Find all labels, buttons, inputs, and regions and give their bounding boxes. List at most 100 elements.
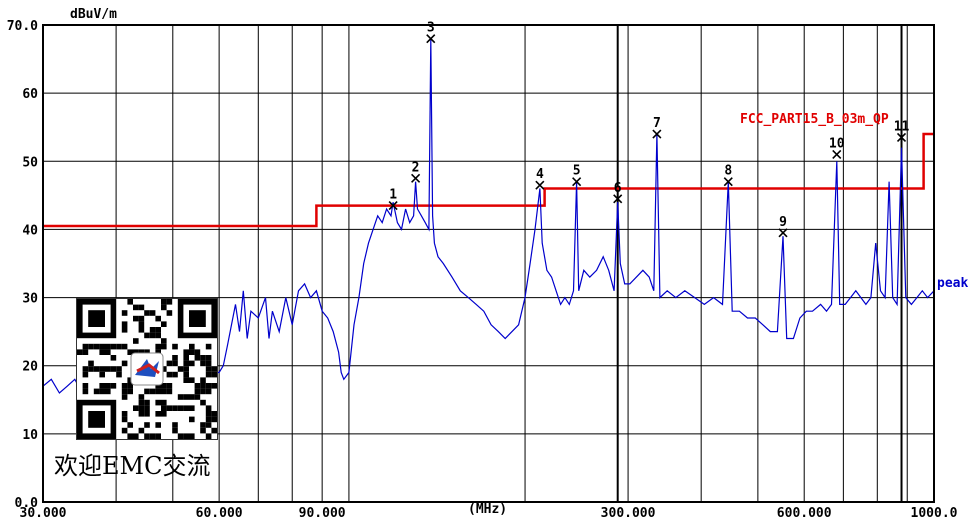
qr-module [99, 366, 105, 372]
qr-module [183, 349, 189, 355]
qr-module [161, 411, 167, 417]
x-tick-label: 1000.0 [911, 506, 958, 521]
qr-module [133, 433, 139, 439]
qr-module [205, 388, 212, 395]
qr-module [177, 405, 184, 411]
qr-module [155, 411, 161, 417]
watermark-caption: 欢迎EMC交流 [54, 452, 211, 480]
markers: 12 3 4 5 6 7 8 9 10 11 [388, 21, 910, 238]
plot-frame [42, 24, 935, 503]
marker-cross [723, 177, 733, 187]
marker-cross [832, 149, 842, 160]
qr-module [194, 349, 201, 355]
qr-module [172, 427, 178, 434]
y-tick-label: 10 [22, 428, 38, 443]
qr-module [110, 343, 117, 350]
x-tick-label: 600.000 [777, 506, 832, 521]
qr-module [144, 411, 150, 417]
qr-module [99, 343, 105, 350]
qr-module [144, 388, 150, 395]
qr-module [127, 383, 133, 389]
y-tick-label: 50 [22, 155, 38, 170]
marker-2: 2 [411, 160, 421, 183]
qr-module [144, 349, 150, 355]
qr-module [133, 349, 139, 355]
marker-label: 5 [573, 164, 581, 179]
qr-module [166, 360, 173, 367]
qr-module [121, 427, 128, 434]
qr-module [138, 321, 145, 327]
x-unit-label: (MHz) [468, 502, 507, 517]
qr-module [116, 371, 122, 378]
qr-module [200, 377, 206, 383]
qr-module [172, 371, 178, 378]
qr-module [121, 411, 128, 417]
qr-module [155, 388, 161, 395]
y-tick-label: 40 [22, 223, 38, 238]
qr-module [189, 360, 195, 367]
qr-module [189, 377, 195, 383]
qr-module [138, 394, 145, 400]
y-tick-label: 70.0 [7, 19, 38, 34]
qr-module [88, 366, 94, 372]
qr-module [99, 388, 105, 395]
marker-1: 1 [388, 188, 398, 211]
qr-module [116, 343, 122, 350]
qr-module [138, 411, 145, 417]
marker-label: 2 [412, 160, 420, 175]
qr-module [161, 338, 167, 344]
qr-module [138, 304, 145, 311]
marker-6: 6 [613, 181, 623, 204]
qr-module [149, 327, 156, 333]
y-unit-label: dBuV/m [70, 7, 117, 22]
qr-module [121, 416, 128, 423]
qr-module [138, 427, 145, 434]
x-tick-label: 90.000 [299, 506, 346, 521]
qr-module [149, 433, 156, 439]
qr-module [189, 416, 195, 423]
qr-module [99, 383, 105, 389]
qr-module [166, 310, 173, 316]
qr-module [82, 366, 89, 372]
qr-module [211, 416, 217, 423]
qr-module [189, 405, 195, 411]
qr-module [194, 394, 201, 400]
qr-code-image [76, 298, 218, 440]
qr-module [82, 371, 89, 378]
x-tick-label: 300.000 [601, 506, 656, 521]
limit-line-label: FCC_PART15_B_03m_QP [740, 112, 889, 127]
qr-module [138, 315, 145, 322]
qr-module [200, 388, 206, 395]
qr-module [166, 371, 173, 378]
qr-module [121, 360, 128, 367]
qr-module [138, 399, 145, 406]
qr-module [205, 360, 212, 367]
limit-line [43, 132, 934, 228]
qr-module [155, 399, 161, 406]
qr-module [183, 433, 189, 439]
qr-module [205, 416, 212, 423]
x-tick-labels: 30.000 60.000 90.000 300.000 600.000 1000.0 [20, 506, 958, 521]
qr-module [110, 383, 117, 389]
marker-label: 9 [779, 215, 787, 230]
qr-module [155, 433, 161, 439]
qr-module [133, 405, 139, 411]
qr-module [155, 327, 161, 333]
qr-module [183, 360, 189, 367]
qr-module [189, 343, 195, 350]
qr-module [105, 349, 111, 355]
marker-5: 5 [572, 164, 582, 187]
qr-module [200, 360, 206, 367]
y-tick-label: 60 [22, 87, 38, 102]
qr-module [177, 394, 184, 400]
qr-module [161, 383, 167, 389]
qr-module [166, 383, 173, 389]
marker-label: 11 [894, 119, 910, 134]
qr-module [172, 360, 178, 367]
qr-module [121, 383, 128, 389]
qr-module [105, 343, 111, 350]
marker-vertical-lines [616, 25, 903, 502]
qr-module [172, 355, 178, 361]
marker-cross [652, 129, 662, 139]
y-tick-label: 30 [22, 292, 38, 307]
